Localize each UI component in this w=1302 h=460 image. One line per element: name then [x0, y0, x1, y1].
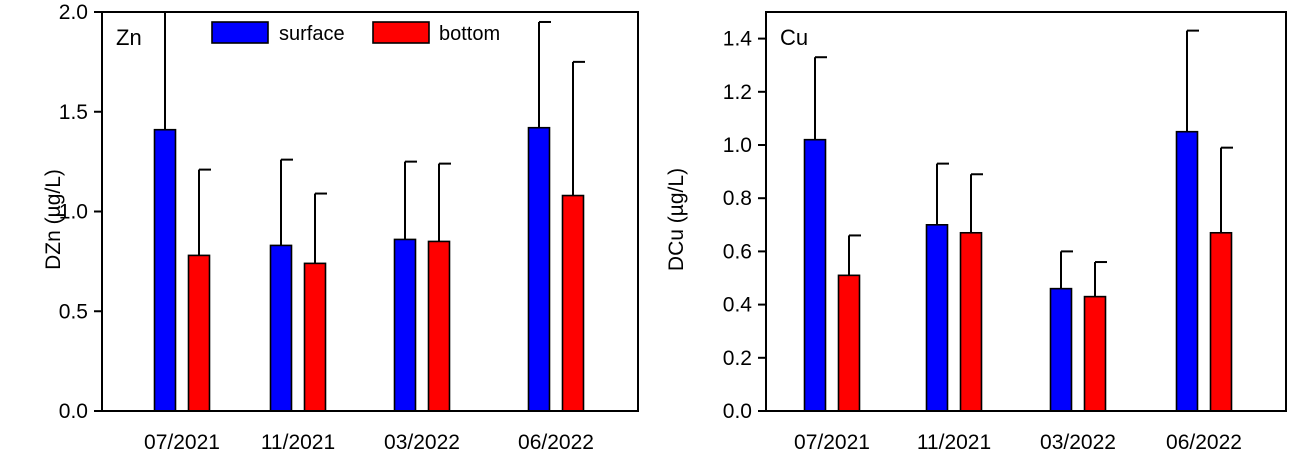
y-tick-label: 1.0: [723, 134, 752, 157]
y-axis-title: DZn (µg/L): [42, 169, 65, 270]
y-tick-label: 1.5: [59, 101, 88, 124]
y-tick-label: 0.0: [723, 400, 752, 423]
bar-bottom-0: [187, 254, 211, 412]
x-tick-label: 03/2022: [1040, 431, 1116, 454]
bar-bottom-2: [1083, 295, 1107, 412]
panel-cu: 07/2021 11/2021 03/2022 06/2022 0.0 0.2 0.4 0.6…: [665, 11, 1287, 454]
x-tick-label: 07/2021: [794, 431, 870, 454]
y-axis-title: DCu (µg/L): [665, 168, 688, 271]
bar-surface-2: [393, 238, 417, 412]
bar-bottom-2: [427, 240, 451, 412]
y-tick-label: 0.6: [723, 240, 752, 263]
bar-bottom-3: [1209, 231, 1233, 412]
bar-surface-2: [1049, 287, 1073, 412]
x-tick-label: 03/2022: [384, 431, 460, 454]
bar-bottom-1: [303, 262, 327, 412]
y-tick-label: 0.0: [59, 400, 88, 423]
bar-surface-3: [1175, 130, 1199, 412]
y-tick-label: 1.2: [723, 81, 752, 104]
panel-label: Zn: [116, 25, 142, 50]
bar-surface-1: [925, 224, 949, 412]
x-tick-label: 11/2021: [917, 431, 991, 454]
y-tick-label: 2.0: [59, 1, 88, 24]
bar-bottom-0: [837, 274, 861, 412]
legend-swatch-bottom: [372, 21, 430, 44]
y-tick-label: 0.8: [723, 187, 752, 210]
bar-bottom-3: [561, 194, 585, 412]
legend: surface bottom: [211, 21, 500, 45]
legend-label-bottom: bottom: [439, 23, 500, 45]
y-tick-label: 1.4: [723, 28, 753, 51]
legend-label-surface: surface: [279, 23, 345, 45]
bar-surface-1: [269, 244, 293, 412]
x-tick-label: 11/2021: [261, 431, 335, 454]
panel-zn: 07/2021 11/2021 03/2022 06/2022 0.0 0.5 1.0 1.5…: [42, 1, 639, 454]
y-tick-label: 0.2: [723, 347, 752, 370]
x-tick-label: 06/2022: [518, 431, 594, 454]
panel-label: Cu: [780, 25, 808, 50]
plot-frame: [765, 11, 1287, 412]
legend-swatch-surface: [211, 21, 269, 44]
plot-frame: [101, 11, 639, 412]
bar-surface-3: [527, 126, 551, 412]
bar-surface-0: [153, 128, 177, 412]
bar-bottom-1: [959, 231, 983, 412]
y-tick-label: 1.0: [59, 201, 88, 224]
y-tick-label: 0.5: [59, 300, 88, 323]
x-tick-label: 07/2021: [144, 431, 220, 454]
bar-surface-0: [803, 138, 827, 412]
x-tick-label: 06/2022: [1166, 431, 1242, 454]
y-tick-label: 0.4: [723, 294, 753, 317]
